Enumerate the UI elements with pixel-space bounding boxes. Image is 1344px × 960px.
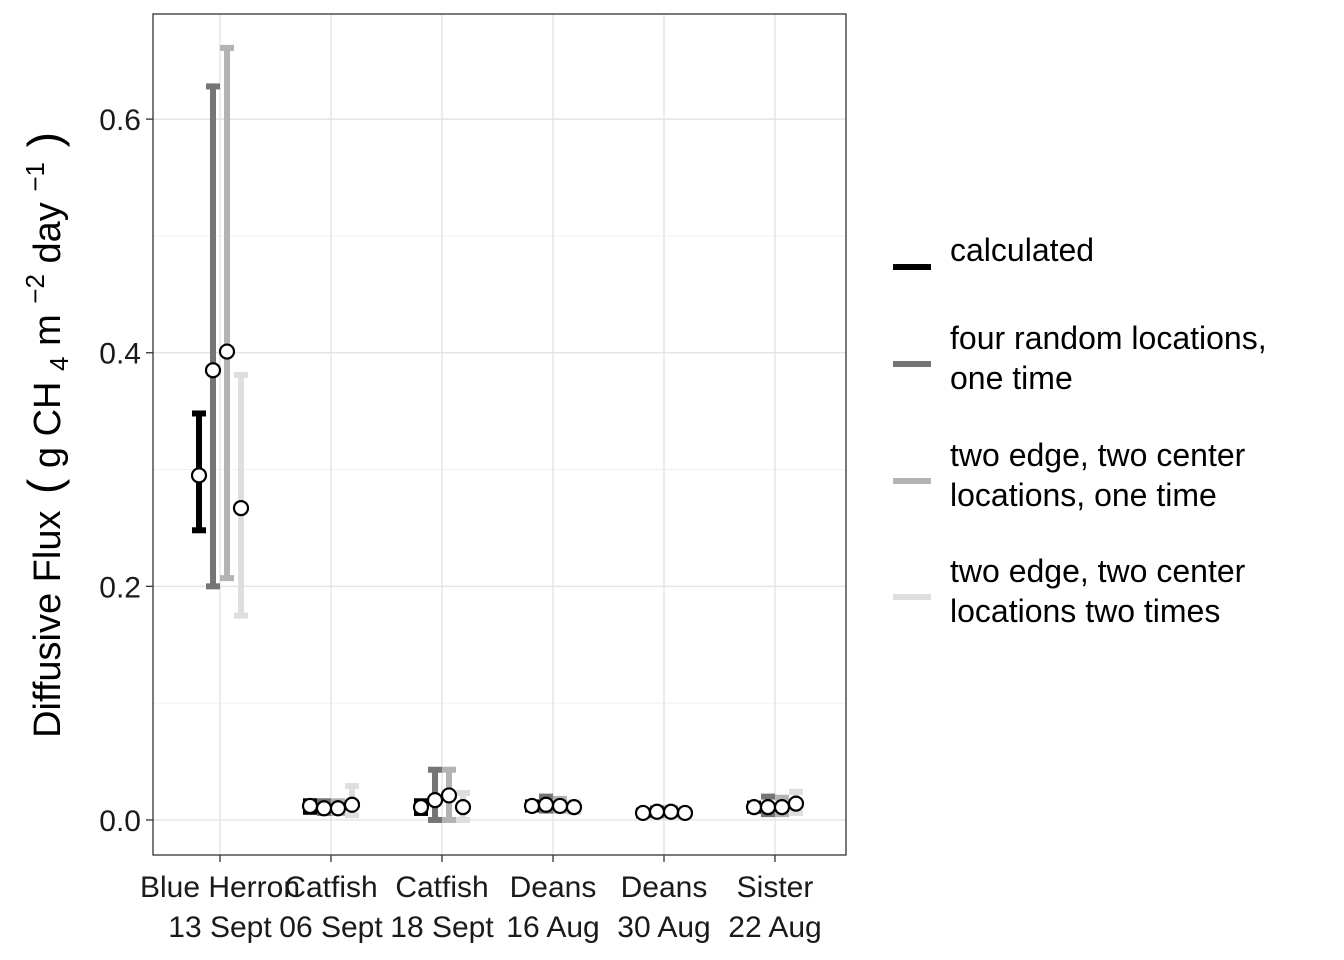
- legend-label: two edge, two center: [950, 437, 1246, 473]
- x-tick-label-line1: Catfish: [284, 871, 377, 904]
- data-point: [329, 800, 347, 817]
- axes: 0.0 0.2 0.4 0.6 Blue Herron 13 Sept Catfish 06 …: [99, 104, 821, 944]
- plot-marks: [190, 44, 805, 823]
- legend-label: locations, one time: [950, 477, 1217, 513]
- data-point: [315, 800, 333, 817]
- series-points-3: [232, 499, 805, 822]
- data-point: [648, 803, 666, 820]
- y-axis-label-sup1: −2: [20, 274, 50, 304]
- plot-panel-border: [152, 13, 847, 856]
- x-tick-label-line1: Sister: [737, 871, 814, 904]
- data-point: [412, 799, 430, 816]
- data-point: [537, 796, 555, 813]
- y-axis-label-g: g CH: [27, 382, 69, 469]
- legend-label: two edge, two center: [950, 553, 1246, 589]
- y-axis-label-close-paren: ): [18, 132, 70, 147]
- grid: [153, 14, 846, 855]
- data-point: [301, 797, 319, 815]
- y-axis-label-sub: 4: [44, 356, 74, 370]
- legend: calculated four random locations, one time…: [893, 232, 1267, 629]
- data-point: [426, 792, 444, 809]
- y-axis-label: Diffusive Flux ( g CH 4 m −2 day −1 ): [11, 132, 77, 738]
- legend-label: four random locations,: [950, 320, 1267, 356]
- y-tick-label: 0.2: [99, 571, 141, 604]
- series-points-0: [190, 467, 763, 822]
- x-tick-label-line2: 13 Sept: [168, 911, 272, 944]
- data-point: [204, 362, 222, 379]
- x-tick-label-line2: 06 Sept: [279, 911, 383, 944]
- data-point: [440, 787, 458, 804]
- x-tick-label-line2: 16 Aug: [506, 911, 599, 944]
- x-tick-label-line1: Deans: [510, 871, 597, 904]
- legend-label: one time: [950, 360, 1073, 396]
- legend-label: calculated: [950, 232, 1094, 268]
- data-point: [759, 799, 777, 816]
- data-point: [343, 796, 361, 813]
- data-point: [634, 804, 652, 822]
- data-point: [523, 797, 541, 815]
- y-axis-label-day: day: [27, 202, 69, 263]
- data-point: [551, 797, 569, 815]
- legend-label: locations two times: [950, 593, 1220, 629]
- x-tick-label-line1: Blue Herron: [140, 871, 300, 904]
- y-axis-label-m: m: [27, 314, 69, 346]
- data-point: [218, 343, 236, 360]
- x-tick-label-line2: 18 Sept: [390, 911, 494, 944]
- y-axis-label-prefix: Diffusive Flux: [27, 511, 69, 738]
- data-point: [190, 467, 208, 484]
- y-tick-label: 0.6: [99, 104, 141, 137]
- y-axis-label-open-paren: (: [18, 478, 70, 494]
- data-point: [454, 799, 472, 816]
- x-tick-label-line2: 30 Aug: [617, 911, 710, 944]
- y-tick-label: 0.0: [99, 805, 141, 838]
- data-point: [745, 799, 763, 816]
- y-tick-label: 0.4: [99, 338, 141, 371]
- data-point: [662, 803, 680, 820]
- data-point: [676, 804, 694, 822]
- data-point: [565, 799, 583, 816]
- x-tick-label-line2: 22 Aug: [728, 911, 821, 944]
- data-point: [787, 795, 805, 812]
- y-axis-label-sup2: −1: [20, 162, 50, 192]
- x-tick-label-line1: Catfish: [395, 871, 488, 904]
- x-tick-label-line1: Deans: [621, 871, 708, 904]
- data-point: [773, 799, 791, 816]
- data-point: [232, 499, 250, 517]
